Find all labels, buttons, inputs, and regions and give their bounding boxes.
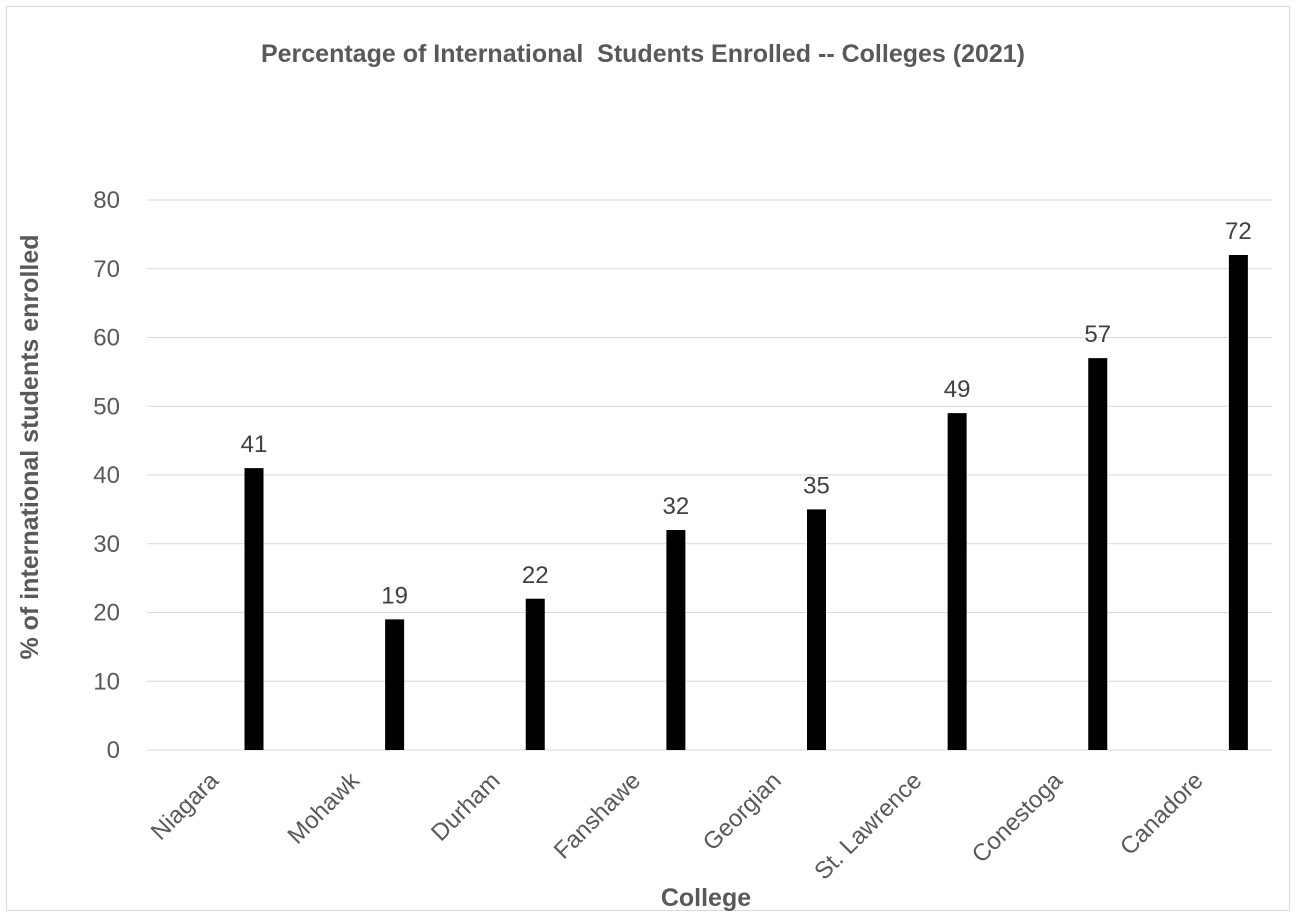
x-category-label: Niagara xyxy=(146,767,225,846)
bar xyxy=(807,509,826,750)
data-label: 32 xyxy=(663,493,690,520)
y-tick-label: 0 xyxy=(107,737,120,764)
gridlines xyxy=(147,199,1272,751)
data-label: 22 xyxy=(522,562,549,589)
bars xyxy=(244,255,1248,750)
y-tick-label: 70 xyxy=(93,256,120,283)
y-tick-label: 80 xyxy=(93,187,120,214)
bar xyxy=(947,413,967,750)
y-tick-label: 40 xyxy=(93,462,120,489)
data-label: 49 xyxy=(944,376,971,403)
x-category-label: Conestoga xyxy=(967,767,1069,869)
bar xyxy=(1088,358,1108,750)
bar xyxy=(385,619,405,750)
x-category-label: Georgian xyxy=(698,767,787,856)
data-labels: 41 19 22 32 35 49 57 72 xyxy=(241,218,1252,609)
x-category-label: Mohawk xyxy=(283,766,366,849)
data-label: 41 xyxy=(241,431,268,458)
x-category-label: Durham xyxy=(426,767,505,846)
y-tick-label: 30 xyxy=(93,531,120,558)
bar xyxy=(1228,255,1248,750)
y-tick-label: 20 xyxy=(93,600,120,627)
y-tick-label: 10 xyxy=(93,668,120,695)
chart-title: Percentage of International Students Enr… xyxy=(261,40,1025,68)
y-tick-label: 60 xyxy=(93,325,120,352)
bar xyxy=(525,598,545,750)
data-label: 35 xyxy=(803,472,830,499)
data-label: 19 xyxy=(381,582,408,609)
chart-frame xyxy=(6,6,1290,911)
data-label: 72 xyxy=(1225,218,1252,245)
x-category-label: Canadore xyxy=(1115,767,1209,861)
y-axis-title: % of international students enrolled xyxy=(16,234,44,659)
x-axis-title: College xyxy=(661,884,751,912)
y-tick-label: 50 xyxy=(93,393,120,420)
data-label: 57 xyxy=(1084,321,1111,348)
x-category-label: Fanshawe xyxy=(549,767,646,864)
x-axis-categories: Niagara Mohawk Durham Fanshawe Georgian St. L… xyxy=(146,766,1209,885)
bar xyxy=(244,468,264,750)
x-category-label: St. Lawrence xyxy=(809,767,927,885)
y-axis-ticks: 0 10 20 30 40 50 60 70 80 xyxy=(93,187,120,764)
bar xyxy=(666,530,686,750)
